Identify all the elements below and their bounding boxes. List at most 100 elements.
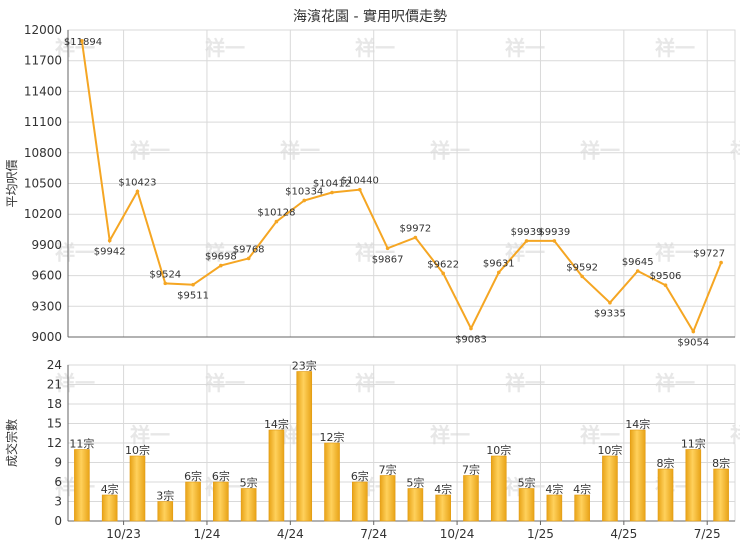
price-data-label: $10423 <box>118 177 156 188</box>
x-tick-label: 1/24 <box>193 527 220 541</box>
bar-data-label: 6宗 <box>184 469 202 483</box>
price-data-label: $9511 <box>177 291 209 302</box>
chart-title: 海濱花園 - 實用呎價走勢 <box>293 8 447 25</box>
watermark-text: 祥一 <box>205 36 245 60</box>
bar-data-label: 11宗 <box>69 437 94 451</box>
price-point <box>107 238 112 243</box>
watermark-text: 祥一 <box>430 138 470 162</box>
bar-data-label: 6宗 <box>212 469 230 483</box>
transaction-bar <box>574 494 590 522</box>
bar-data-label: 4宗 <box>101 482 119 496</box>
price-data-label: $10334 <box>285 186 323 197</box>
x-tick-label: 4/25 <box>610 527 637 541</box>
price-point <box>580 274 584 279</box>
price-point <box>663 283 668 288</box>
transaction-bar <box>629 429 646 522</box>
transaction-bar <box>407 488 424 522</box>
price-point <box>385 246 390 251</box>
transaction-bar <box>101 494 118 522</box>
price-point <box>302 198 307 203</box>
price-point <box>413 235 418 240</box>
price-data-label: $11894 <box>64 37 102 48</box>
watermark-text: 祥一 <box>280 138 320 162</box>
transaction-bar <box>296 371 313 522</box>
y-tick-label: 15 <box>47 417 62 431</box>
price-point <box>552 239 557 243</box>
price-data-label: $9054 <box>677 337 709 348</box>
transaction-bar <box>268 429 285 522</box>
price-point <box>135 189 140 194</box>
bar-data-label: 8宗 <box>657 456 675 470</box>
price-data-label: $9506 <box>650 271 682 282</box>
transaction-bar <box>435 494 451 522</box>
bar-data-label: 14宗 <box>625 417 650 431</box>
y-tick-label: 11700 <box>24 54 62 68</box>
price-point <box>691 329 696 334</box>
price-point <box>191 282 195 287</box>
price-data-label: $9631 <box>483 258 515 269</box>
y-tick-label: 11100 <box>24 115 62 129</box>
watermark-text: 祥一 <box>355 371 395 395</box>
transaction-bar <box>157 501 174 522</box>
transaction-bar <box>546 494 563 522</box>
watermark-text: 祥一 <box>580 138 620 162</box>
y-tick-label: 11400 <box>24 84 62 98</box>
y-tick-label: 0 <box>54 514 62 528</box>
price-data-label: $10128 <box>257 208 295 219</box>
price-point <box>524 239 529 243</box>
watermark-text: 祥一 <box>55 36 95 60</box>
price-line-chart: 祥一祥一祥一祥一祥一祥一祥一祥一祥一祥一祥一祥一祥一祥一祥一9000930096… <box>5 23 740 348</box>
bar-data-label: 3宗 <box>156 489 174 503</box>
price-data-label: $9942 <box>94 247 126 258</box>
watermark-text: 祥一 <box>205 371 245 395</box>
price-data-label: $9939 <box>511 227 543 238</box>
transaction-bar <box>240 488 257 522</box>
bar-data-label: 10宗 <box>125 443 150 457</box>
price-point <box>219 263 223 268</box>
bar-data-label: 5宗 <box>240 476 258 490</box>
price-data-label: $9939 <box>538 227 570 238</box>
y-tick-label: 10500 <box>24 177 62 191</box>
price-data-label: $9524 <box>149 269 181 280</box>
y-tick-label: 9600 <box>31 269 62 283</box>
price-point <box>274 219 279 224</box>
y-tick-label: 10800 <box>24 146 62 160</box>
bar-data-label: 7宗 <box>462 463 480 477</box>
price-data-label: $10412 <box>313 179 351 190</box>
price-point <box>441 271 445 276</box>
transaction-bar <box>713 468 729 522</box>
transaction-bar <box>602 455 618 522</box>
x-tick-label: 1/25 <box>527 527 554 541</box>
price-series-line <box>80 40 723 334</box>
x-tick-label: 10/23 <box>106 527 141 541</box>
transaction-bar <box>685 449 702 522</box>
watermark-text: 祥一 <box>505 36 545 60</box>
price-point <box>719 260 723 265</box>
transactions-bar-chart: 祥一祥一祥一祥一祥一祥一祥一祥一祥一祥一祥一祥一祥一祥一祥一0369121518… <box>4 358 740 541</box>
bar-data-label: 7宗 <box>379 463 397 477</box>
price-point <box>496 270 501 275</box>
watermark-text: 祥一 <box>655 241 695 265</box>
watermark-text: 祥一 <box>505 371 545 395</box>
transaction-bar <box>129 455 146 522</box>
transaction-bar <box>324 442 340 522</box>
y-tick-label: 24 <box>47 358 62 372</box>
transaction-bar <box>185 481 201 522</box>
bar-data-label: 11宗 <box>681 437 706 451</box>
transaction-bar <box>657 468 674 522</box>
price-point <box>246 256 251 261</box>
price-data-label: $10440 <box>341 176 379 187</box>
y-tick-label: 9 <box>54 456 62 470</box>
price-data-label: $9867 <box>372 254 404 265</box>
watermark-text: 祥一 <box>730 138 740 162</box>
x-tick-label: 7/25 <box>694 527 721 541</box>
bar-data-label: 4宗 <box>573 482 591 496</box>
price-data-label: $9698 <box>205 252 237 263</box>
transaction-bar <box>74 449 90 522</box>
y-tick-label: 12 <box>47 436 62 450</box>
y-tick-label: 10200 <box>24 207 62 221</box>
y-tick-label: 18 <box>47 397 62 411</box>
transaction-bar <box>213 481 229 522</box>
y-axis-title: 成交宗數 <box>4 419 19 467</box>
